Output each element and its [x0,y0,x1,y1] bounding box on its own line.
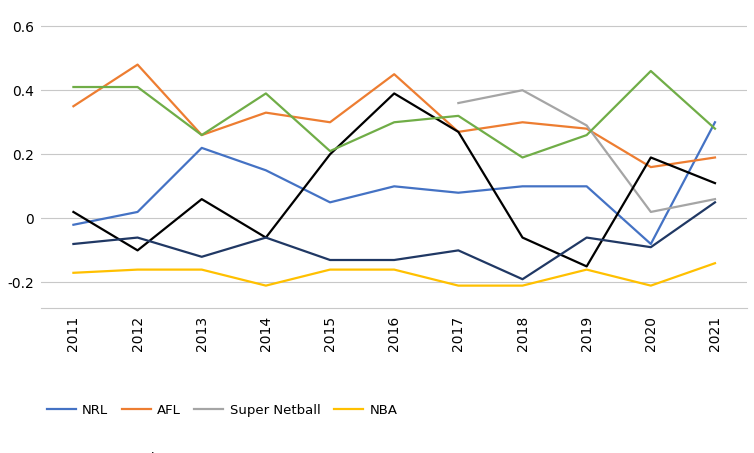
NFL [198,254,207,260]
Super Rugby [582,264,591,269]
NFL [518,276,527,282]
Super Netball [518,87,527,93]
NRL [710,120,719,125]
Super Rugby [710,180,719,186]
NRL [198,145,207,150]
Super Netball [582,123,591,128]
Line: Super Rugby: Super Rugby [73,93,715,266]
NRL [582,183,591,189]
Super Netball [646,209,655,215]
Super League [69,84,78,90]
NFL [326,257,335,263]
AFL [582,126,591,131]
NBA [582,267,591,272]
Super Rugby [198,197,207,202]
Super League [582,132,591,138]
Super League [198,132,207,138]
Super Rugby [646,155,655,160]
NFL [454,248,463,253]
NRL [646,241,655,247]
NBA [390,267,399,272]
Super Rugby [326,152,335,157]
NBA [133,267,142,272]
NRL [454,190,463,195]
NFL [69,241,78,247]
NBA [262,283,271,289]
NBA [198,267,207,272]
AFL [262,110,271,116]
Line: Super Netball: Super Netball [458,90,715,212]
NBA [710,260,719,266]
AFL [454,129,463,135]
Super League [262,91,271,96]
Super Netball [710,197,719,202]
NRL [390,183,399,189]
Super Rugby [454,129,463,135]
Super Rugby [262,235,271,240]
AFL [133,62,142,67]
AFL [390,72,399,77]
NFL [262,235,271,240]
Line: AFL: AFL [73,65,715,167]
AFL [198,132,207,138]
Line: NBA: NBA [73,263,715,286]
NFL [710,200,719,205]
NRL [69,222,78,227]
Line: Super League: Super League [73,71,715,158]
Super Rugby [69,209,78,215]
NBA [326,267,335,272]
AFL [326,120,335,125]
Super Rugby [133,248,142,253]
NBA [518,283,527,289]
Super Netball [454,100,463,106]
NBA [69,270,78,275]
Super Rugby [518,235,527,240]
NBA [454,283,463,289]
Super League [326,149,335,154]
Line: NFL: NFL [73,202,715,279]
NRL [133,209,142,215]
AFL [518,120,527,125]
NFL [390,257,399,263]
Super League [710,126,719,131]
AFL [710,155,719,160]
Super Rugby [390,91,399,96]
AFL [69,104,78,109]
Super League [518,155,527,160]
NFL [646,245,655,250]
AFL [646,164,655,170]
NRL [518,183,527,189]
NRL [262,168,271,173]
Super League [454,113,463,119]
Legend: Super Rugby, Super League, NFL: Super Rugby, Super League, NFL [41,447,387,453]
Line: NRL: NRL [73,122,715,244]
Super League [390,120,399,125]
NFL [582,235,591,240]
NFL [133,235,142,240]
Super League [646,68,655,74]
NRL [326,200,335,205]
NBA [646,283,655,289]
Super League [133,84,142,90]
